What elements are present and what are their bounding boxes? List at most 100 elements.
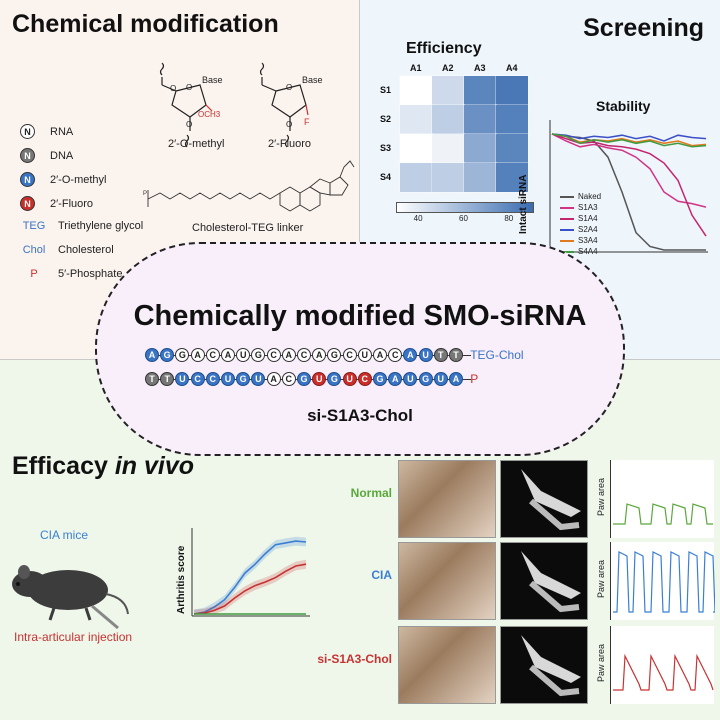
sense-strand-nucleotide: T bbox=[449, 348, 463, 362]
arthritis-ylabel: Arthritis score bbox=[176, 545, 187, 614]
mouse-illustration bbox=[12, 565, 129, 630]
legend-label: 2′-O-methyl bbox=[50, 173, 107, 186]
colorbar-tick-label: 80 bbox=[504, 214, 514, 223]
antisense-strand-nucleotide: A bbox=[266, 372, 281, 386]
svg-text:O: O bbox=[286, 120, 292, 129]
legend-label: Cholesterol bbox=[58, 244, 114, 256]
vivo-title: Efficacy in vivo bbox=[12, 452, 195, 480]
paw-area-trace bbox=[610, 460, 714, 538]
arthritis-error-band bbox=[194, 536, 306, 614]
legend-flu-icon: N bbox=[20, 196, 35, 211]
vivo-row-label: CIA bbox=[371, 568, 392, 582]
screen-title: Screening bbox=[583, 14, 704, 42]
base-label-2: Base bbox=[302, 75, 323, 85]
stability-legend-item: S2A4 bbox=[560, 225, 598, 234]
stability-chart bbox=[549, 120, 708, 253]
arthritis-series-line bbox=[193, 540, 307, 615]
injection-label: Intra-articular injection bbox=[14, 630, 133, 644]
sense-strand-nucleotide: A bbox=[145, 348, 159, 362]
legend-chol-symbol: Chol bbox=[22, 244, 46, 256]
stability-series-line bbox=[551, 133, 707, 142]
legend-series-name: S1A3 bbox=[578, 203, 598, 212]
heatmap-row-label: S3 bbox=[380, 143, 392, 153]
vivo-row-label: Normal bbox=[350, 486, 392, 500]
base-label-1: Base bbox=[202, 75, 223, 85]
antisense-strand-nucleotide: G bbox=[236, 372, 251, 386]
svg-text:O: O bbox=[170, 84, 176, 93]
bone-shape bbox=[529, 664, 580, 697]
heatmap-cell bbox=[495, 162, 529, 193]
legend-swatch bbox=[560, 217, 574, 220]
heatmap-col-label: A3 bbox=[474, 63, 486, 73]
heatmap-col-label: A4 bbox=[506, 63, 518, 73]
legend-label: 5′-Phosphate bbox=[58, 268, 123, 280]
legend-swatch bbox=[560, 195, 574, 198]
antisense-strand-nucleotide: T bbox=[145, 372, 159, 386]
heatmap-cell bbox=[431, 75, 465, 106]
svg-text:P: P bbox=[143, 191, 147, 197]
stability-series-line bbox=[551, 133, 707, 147]
stability-legend-item: S1A3 bbox=[560, 203, 598, 212]
sense-strand-nucleotide: C bbox=[297, 348, 311, 362]
sense-strand-nucleotide: G bbox=[175, 348, 190, 362]
heatmap-cell bbox=[463, 75, 497, 106]
legend-item-ome: N 2′-O-methyl bbox=[20, 172, 106, 187]
stability-title: Stability bbox=[596, 98, 651, 114]
heatmap-cell bbox=[431, 162, 465, 193]
svg-text:O: O bbox=[186, 83, 192, 92]
antisense-strand-nucleotide: G bbox=[418, 372, 433, 386]
heatmap-row-label: S4 bbox=[380, 172, 392, 182]
legend-series-name: S3A4 bbox=[578, 236, 598, 245]
sense-strand-nucleotide: T bbox=[433, 348, 448, 362]
legend-item-p: P 5′-Phosphate bbox=[20, 268, 122, 280]
heatmap-cell bbox=[399, 104, 433, 135]
antisense-strand-nucleotide: U bbox=[221, 372, 235, 386]
antisense-strand-nucleotide: U bbox=[403, 372, 418, 386]
sense-strand-nucleotide: C bbox=[266, 348, 281, 362]
stability-legend-item: Naked bbox=[560, 192, 601, 201]
paw-area-trace bbox=[610, 542, 716, 620]
nucleotide-structures: O O Base O OCH3 O Base O F bbox=[159, 62, 323, 148]
legend-item-flu: N 2′-Fluoro bbox=[20, 196, 93, 211]
heatmap-cell bbox=[399, 75, 433, 106]
sense-strand-modification-label: TEG-Chol bbox=[470, 348, 524, 362]
legend-item-dna: N DNA bbox=[20, 148, 73, 163]
heatmap-cell bbox=[399, 133, 433, 164]
svg-text:O: O bbox=[286, 83, 292, 92]
paw-area-line bbox=[613, 653, 714, 691]
heatmap-colorbar bbox=[396, 202, 534, 213]
antisense-strand-nucleotide: T bbox=[160, 372, 175, 386]
paw-area-ylabel: Paw area bbox=[596, 559, 606, 598]
cia-mice-label: CIA mice bbox=[40, 528, 89, 542]
arthritis-score-chart bbox=[191, 528, 310, 617]
heatmap-cell bbox=[431, 104, 465, 135]
sense-strand-nucleotide: C bbox=[205, 348, 220, 362]
heatmap-col-label: A2 bbox=[442, 63, 454, 73]
antisense-strand-nucleotide: G bbox=[327, 372, 342, 386]
bone-shape bbox=[521, 551, 581, 599]
sense-strand-nucleotide: G bbox=[251, 348, 266, 362]
heatmap-cell bbox=[495, 104, 529, 135]
svg-text:O: O bbox=[186, 120, 192, 129]
legend-item-rna: N RNA bbox=[20, 124, 73, 139]
antisense-strand-nucleotide: G bbox=[373, 372, 387, 386]
colorbar-tick-label: 40 bbox=[413, 214, 423, 223]
microct-image bbox=[500, 542, 588, 620]
legend-label: 2′-Fluoro bbox=[50, 197, 94, 210]
heatmap-row-label: S2 bbox=[380, 114, 392, 124]
linker-label: Cholesterol-TEG linker bbox=[192, 222, 304, 234]
sense-strand-nucleotide: A bbox=[281, 348, 296, 362]
struct1-label: 2′-O-methyl bbox=[168, 138, 225, 150]
paw-photo bbox=[398, 460, 496, 538]
colorbar-tick-label: 60 bbox=[459, 214, 468, 223]
arthritis-series-line bbox=[193, 563, 307, 615]
antisense-strand-nucleotide: A bbox=[449, 372, 463, 386]
sense-strand-nucleotide: C bbox=[342, 348, 357, 362]
stability-legend-item: S4A4 bbox=[560, 247, 598, 256]
heatmap-col-label: A1 bbox=[410, 63, 422, 73]
heatmap-cell bbox=[463, 104, 497, 135]
legend-series-name: S1A4 bbox=[578, 214, 598, 223]
paw-area-line bbox=[613, 503, 713, 525]
sense-strand-nucleotide: A bbox=[190, 348, 205, 362]
